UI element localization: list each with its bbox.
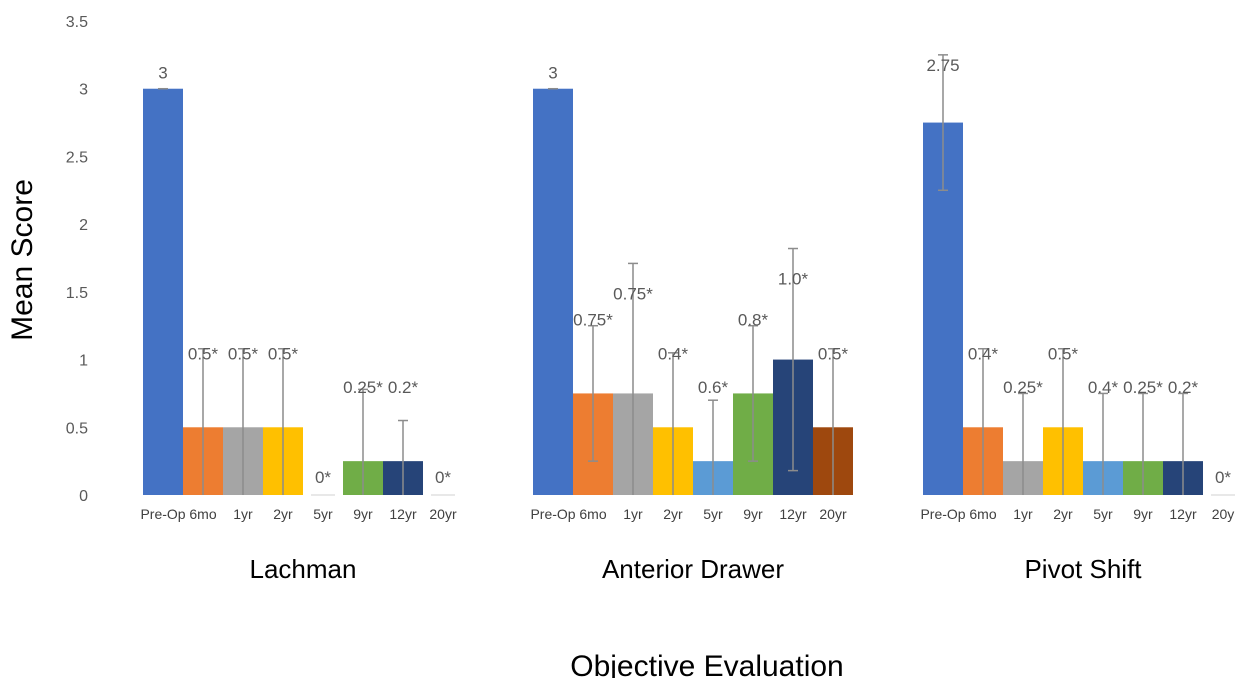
data-label: 3	[548, 64, 557, 83]
bar-group-anterior-drawer: 3 Pre-Op 0.75* 6mo 0.75* 1yr 0.4* 2yr 0.6* 5yr 0.8…	[530, 64, 853, 584]
y-tick-label: 2	[79, 217, 88, 234]
data-label: 0.75*	[613, 284, 653, 303]
data-label: 0.4*	[968, 344, 999, 363]
category-label: 9yr	[743, 506, 763, 522]
y-tick-label: 1	[79, 353, 88, 370]
data-label: 2.75	[926, 56, 959, 75]
data-label: 1.0*	[778, 270, 809, 289]
category-label: 1yr	[233, 506, 253, 522]
data-label: 0.5*	[188, 344, 219, 363]
data-label: 0.4*	[1088, 378, 1119, 397]
category-label: 9yr	[353, 506, 373, 522]
group-label: Anterior Drawer	[602, 554, 784, 584]
group-label: Pivot Shift	[1024, 554, 1142, 584]
data-label: 0.2*	[1168, 378, 1199, 397]
data-label: 0.8*	[738, 310, 769, 329]
category-label: 1yr	[1013, 506, 1033, 522]
category-label: 12yr	[1169, 506, 1197, 522]
bar-group-pivot-shift: 2.75 Pre-Op 0.4* 6mo 0.25* 1yr 0.5* 2yr 0.4* 5yr 0…	[920, 54, 1235, 584]
category-label: 5yr	[703, 506, 723, 522]
y-tick-label: 2.5	[66, 149, 88, 166]
group-label: Lachman	[250, 554, 357, 584]
data-label: 0*	[1215, 468, 1231, 487]
data-label: 0.5*	[268, 344, 299, 363]
data-label: 0.25*	[343, 378, 383, 397]
bar	[533, 88, 573, 495]
data-label: 0.6*	[698, 378, 729, 397]
category-label: Pre-Op	[140, 506, 185, 522]
bar-group-lachman: 3 Pre-Op 0.5* 6mo 0.5* 1yr 0.5* 2yr 0* 5yr 0.25* 9y…	[140, 64, 457, 584]
category-label: 2yr	[663, 506, 683, 522]
data-label: 0.4*	[658, 344, 689, 363]
category-label: 1yr	[623, 506, 643, 522]
y-tick-label: 0.5	[66, 420, 88, 437]
data-label: 0.75*	[573, 310, 613, 329]
category-label: 20y	[1212, 506, 1235, 522]
y-tick-label: 3.5	[66, 14, 88, 31]
data-label: 0.5*	[1048, 344, 1079, 363]
category-label: 6mo	[189, 506, 216, 522]
y-tick-label: 1.5	[66, 285, 88, 302]
data-label: 3	[158, 64, 167, 83]
y-axis-title: Mean Score	[6, 179, 39, 341]
category-label: Pre-Op	[530, 506, 575, 522]
category-label: 6mo	[579, 506, 606, 522]
data-label: 0*	[435, 468, 451, 487]
category-label: 2yr	[1053, 506, 1073, 522]
data-label: 0.5*	[818, 344, 849, 363]
category-label: 6mo	[969, 506, 996, 522]
data-label: 0*	[315, 468, 331, 487]
data-label: 0.5*	[228, 344, 259, 363]
bar	[143, 88, 183, 495]
data-label: 0.25*	[1003, 378, 1043, 397]
x-axis-title: Objective Evaluation	[570, 650, 844, 678]
category-label: 2yr	[273, 506, 293, 522]
y-tick-label: 0	[79, 488, 88, 505]
category-label: 9yr	[1133, 506, 1153, 522]
y-tick-label: 3	[79, 82, 88, 99]
category-label: 12yr	[389, 506, 417, 522]
category-label: 12yr	[779, 506, 807, 522]
y-axis: 0 0.5 1 1.5 2 2.5 3 3.5	[66, 14, 88, 505]
category-label: 20yr	[819, 506, 847, 522]
data-label: 0.25*	[1123, 378, 1163, 397]
data-label: 0.2*	[388, 378, 419, 397]
category-label: 5yr	[1093, 506, 1113, 522]
category-label: 20yr	[429, 506, 457, 522]
bar-groups: 3 Pre-Op 0.5* 6mo 0.5* 1yr 0.5* 2yr 0* 5yr 0.25* 9y…	[140, 54, 1235, 584]
category-label: 5yr	[313, 506, 333, 522]
category-label: Pre-Op	[920, 506, 965, 522]
